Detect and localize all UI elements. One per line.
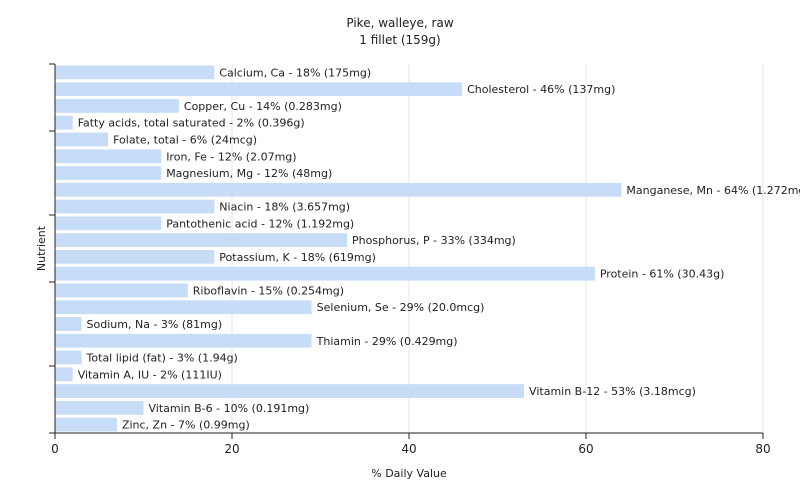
bar — [55, 115, 73, 130]
data-label: Total lipid (fat) - 3% (1.94g) — [86, 352, 238, 365]
x-tick-label: 80 — [755, 442, 770, 456]
data-label: Selenium, Se - 29% (20.0mcg) — [317, 301, 485, 314]
bar — [55, 400, 144, 415]
x-tick-label: 20 — [224, 442, 239, 456]
bar — [55, 233, 348, 247]
bar — [55, 350, 82, 365]
data-label: Calcium, Ca - 18% (175mg) — [219, 66, 371, 79]
bar — [55, 367, 73, 382]
data-label: Folate, total - 6% (24mcg) — [113, 133, 257, 146]
bar — [55, 417, 117, 432]
data-label: Thiamin - 29% (0.429mg) — [316, 335, 458, 348]
x-tick-label: 60 — [578, 442, 593, 456]
data-label: Manganese, Mn - 64% (1.272mg) — [626, 184, 800, 197]
x-axis-label: % Daily Value — [371, 467, 447, 480]
data-label: Riboflavin - 15% (0.254mg) — [193, 284, 344, 297]
bar — [55, 384, 525, 398]
bar — [55, 250, 215, 264]
bar — [55, 199, 215, 214]
data-label: Vitamin B-6 - 10% (0.191mg) — [149, 402, 310, 415]
bar — [55, 166, 162, 180]
bar — [55, 317, 82, 331]
bar — [55, 283, 188, 298]
data-label: Vitamin B-12 - 53% (3.18mcg) — [529, 385, 696, 398]
bar — [55, 99, 179, 113]
bar — [55, 216, 162, 231]
data-label: Copper, Cu - 14% (0.283mg) — [184, 100, 342, 113]
bar — [55, 132, 109, 147]
data-label: Fatty acids, total saturated - 2% (0.396… — [78, 117, 305, 130]
data-label: Zinc, Zn - 7% (0.99mg) — [122, 419, 250, 432]
data-label: Magnesium, Mg - 12% (48mg) — [166, 167, 332, 180]
bar — [55, 82, 463, 97]
chart-title: Pike, walleye, raw — [346, 16, 454, 30]
data-label: Vitamin A, IU - 2% (111IU) — [78, 368, 222, 381]
bar — [55, 333, 312, 348]
bar — [55, 65, 215, 80]
x-tick-label: 40 — [401, 442, 416, 456]
data-label: Cholesterol - 46% (137mg) — [467, 83, 615, 96]
data-label: Sodium, Na - 3% (81mg) — [87, 318, 223, 331]
data-label: Niacin - 18% (3.657mg) — [219, 201, 350, 214]
chart-subtitle: 1 fillet (159g) — [359, 33, 441, 47]
data-label: Phosphorus, P - 33% (334mg) — [352, 234, 516, 247]
bar — [55, 182, 622, 197]
data-label: Protein - 61% (30.43g) — [600, 268, 725, 281]
data-label: Pantothenic acid - 12% (1.192mg) — [166, 217, 354, 230]
data-label: Iron, Fe - 12% (2.07mg) — [166, 150, 296, 163]
bar — [55, 266, 595, 281]
x-tick-label: 0 — [51, 442, 59, 456]
bar — [55, 300, 312, 315]
y-axis-label: Nutrient — [35, 225, 48, 271]
bar — [55, 149, 162, 164]
data-label: Potassium, K - 18% (619mg) — [219, 251, 376, 264]
